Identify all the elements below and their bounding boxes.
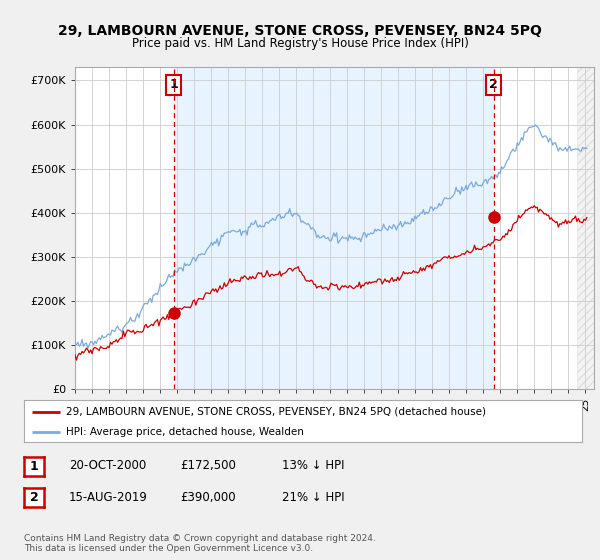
Text: Contains HM Land Registry data © Crown copyright and database right 2024.: Contains HM Land Registry data © Crown c… (24, 534, 376, 543)
Text: 1: 1 (169, 78, 178, 91)
Text: HPI: Average price, detached house, Wealden: HPI: Average price, detached house, Weal… (66, 427, 304, 437)
Text: 29, LAMBOURN AVENUE, STONE CROSS, PEVENSEY, BN24 5PQ (detached house): 29, LAMBOURN AVENUE, STONE CROSS, PEVENS… (66, 407, 486, 417)
Text: £172,500: £172,500 (180, 459, 236, 473)
Text: Price paid vs. HM Land Registry's House Price Index (HPI): Price paid vs. HM Land Registry's House … (131, 37, 469, 50)
Bar (577, 67, 594, 389)
Text: £390,000: £390,000 (180, 491, 236, 504)
Text: 2: 2 (30, 491, 38, 505)
Text: 20-OCT-2000: 20-OCT-2000 (69, 459, 146, 473)
Text: 1: 1 (30, 460, 38, 473)
Text: This data is licensed under the Open Government Licence v3.0.: This data is licensed under the Open Gov… (24, 544, 313, 553)
Text: 15-AUG-2019: 15-AUG-2019 (69, 491, 148, 504)
Text: 13% ↓ HPI: 13% ↓ HPI (282, 459, 344, 473)
Text: 2: 2 (489, 78, 498, 91)
Text: 29, LAMBOURN AVENUE, STONE CROSS, PEVENSEY, BN24 5PQ: 29, LAMBOURN AVENUE, STONE CROSS, PEVENS… (58, 24, 542, 38)
Text: 21% ↓ HPI: 21% ↓ HPI (282, 491, 344, 504)
Bar (173, 67, 494, 389)
